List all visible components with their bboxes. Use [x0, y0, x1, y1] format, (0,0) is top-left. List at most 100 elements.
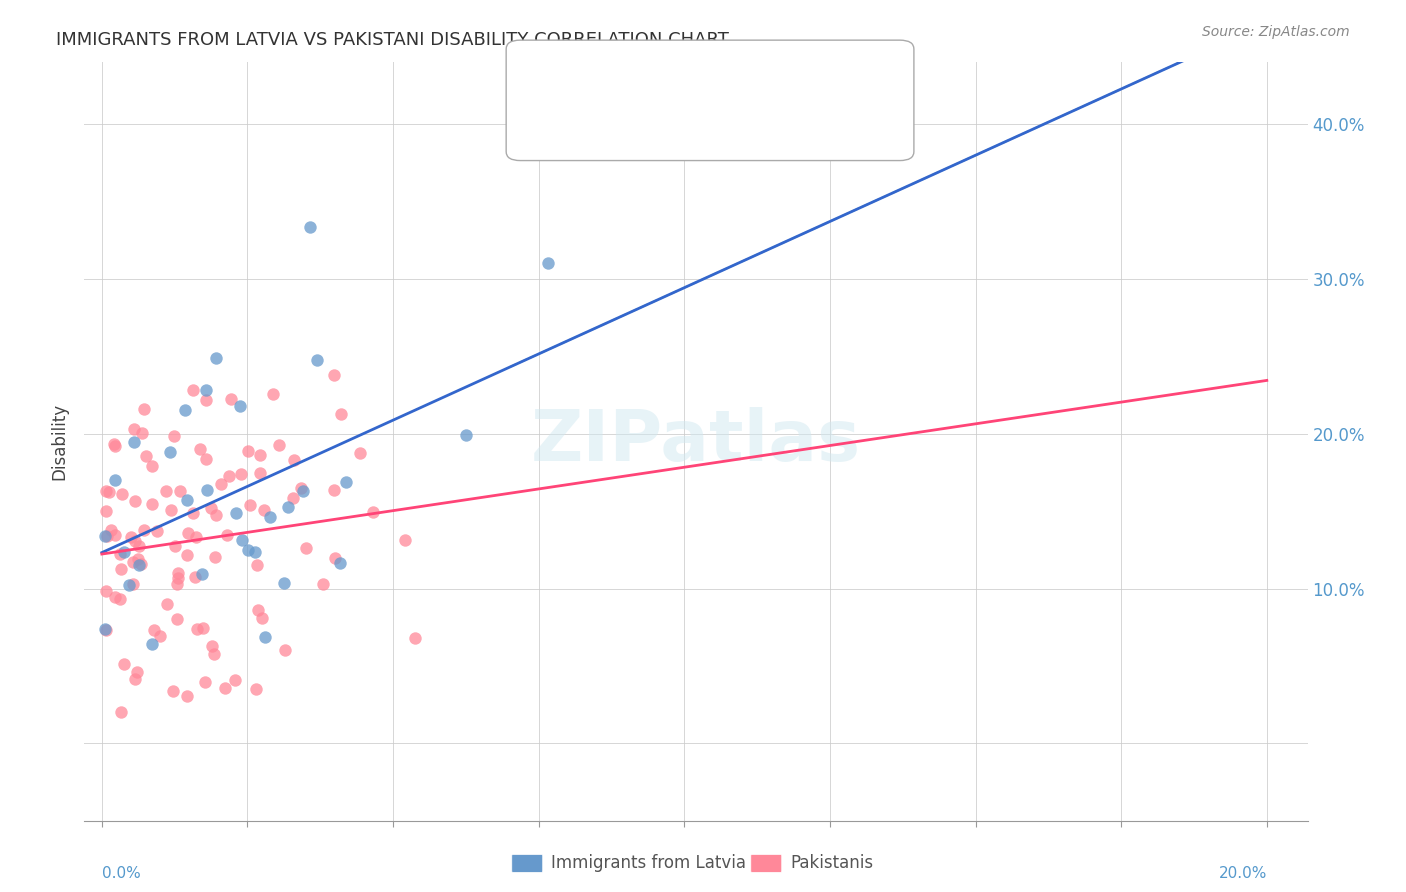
Point — [122, 422, 145, 436]
Point — [156, 597, 179, 611]
Point — [155, 484, 177, 499]
Point — [274, 643, 297, 657]
Point — [129, 558, 152, 572]
Point — [404, 631, 426, 645]
FancyBboxPatch shape — [751, 855, 782, 872]
Point — [245, 681, 267, 696]
Point — [200, 501, 222, 516]
Point — [141, 497, 163, 511]
Point — [238, 498, 260, 512]
Point — [262, 387, 284, 401]
Point — [96, 529, 118, 543]
Point — [245, 558, 267, 573]
Point — [292, 483, 315, 498]
Point — [122, 555, 145, 569]
Point — [176, 690, 198, 704]
Point — [188, 442, 211, 457]
Text: 0.0%: 0.0% — [101, 866, 141, 881]
Point — [104, 590, 127, 604]
Point — [323, 483, 346, 497]
Point — [218, 468, 240, 483]
Point — [94, 483, 117, 498]
Point — [243, 545, 266, 559]
Point — [128, 558, 150, 572]
Y-axis label: Disability: Disability — [51, 403, 69, 480]
Point — [186, 622, 208, 636]
Point — [184, 530, 207, 544]
Point — [283, 452, 305, 467]
Point — [249, 466, 271, 480]
Point — [149, 629, 172, 643]
Point — [361, 505, 384, 519]
Point — [132, 523, 155, 537]
Point — [98, 485, 121, 500]
Point — [94, 623, 117, 637]
Text: R = 0.538   N = 31: R = 0.538 N = 31 — [579, 65, 737, 83]
Point — [184, 570, 207, 584]
Point — [125, 665, 148, 680]
Point — [247, 603, 270, 617]
Point — [104, 439, 127, 453]
FancyBboxPatch shape — [512, 855, 543, 872]
Point — [94, 504, 117, 518]
Point — [204, 549, 226, 564]
Point — [124, 534, 146, 549]
Point — [323, 368, 346, 383]
Point — [236, 542, 259, 557]
Point — [173, 402, 195, 417]
Point — [108, 591, 131, 606]
Point — [122, 434, 145, 449]
Point — [128, 539, 150, 553]
Point — [181, 507, 204, 521]
Point — [195, 483, 218, 497]
Point — [104, 473, 127, 487]
Text: 20.0%: 20.0% — [1219, 866, 1267, 881]
Point — [236, 444, 259, 458]
Point — [250, 611, 273, 625]
Point — [141, 637, 163, 651]
Point — [163, 539, 186, 553]
Point — [141, 459, 163, 474]
Point — [214, 681, 236, 696]
Point — [94, 584, 117, 599]
Point — [224, 673, 246, 688]
Point — [254, 630, 277, 644]
Text: IMMIGRANTS FROM LATVIA VS PAKISTANI DISABILITY CORRELATION CHART: IMMIGRANTS FROM LATVIA VS PAKISTANI DISA… — [56, 31, 730, 49]
Point — [112, 545, 135, 559]
Point — [135, 449, 157, 463]
Point — [176, 492, 198, 507]
Point — [277, 500, 299, 515]
Point — [100, 523, 122, 537]
Point — [166, 612, 188, 626]
Point — [215, 528, 238, 542]
Point — [110, 706, 132, 720]
Point — [283, 491, 305, 506]
Point — [118, 578, 141, 592]
Point — [143, 624, 166, 638]
Point — [169, 484, 191, 499]
Point — [229, 399, 252, 413]
Point — [159, 503, 181, 517]
Point — [394, 533, 416, 548]
Point — [312, 576, 335, 591]
Point — [349, 446, 371, 460]
Text: Source: ZipAtlas.com: Source: ZipAtlas.com — [1202, 25, 1350, 39]
Point — [252, 503, 274, 517]
Point — [159, 445, 181, 459]
Point — [111, 487, 134, 501]
Point — [134, 401, 156, 416]
Text: R = 0.258   N = 98: R = 0.258 N = 98 — [579, 95, 737, 112]
Point — [295, 541, 318, 556]
Point — [229, 467, 252, 481]
Point — [177, 526, 200, 541]
Point — [146, 524, 169, 538]
Point — [103, 437, 125, 451]
Point — [298, 220, 321, 235]
Point — [323, 551, 346, 566]
Point — [209, 476, 232, 491]
Point — [131, 426, 153, 441]
Point — [163, 429, 186, 443]
Point — [537, 255, 560, 269]
FancyBboxPatch shape — [531, 63, 568, 87]
Point — [124, 494, 146, 508]
